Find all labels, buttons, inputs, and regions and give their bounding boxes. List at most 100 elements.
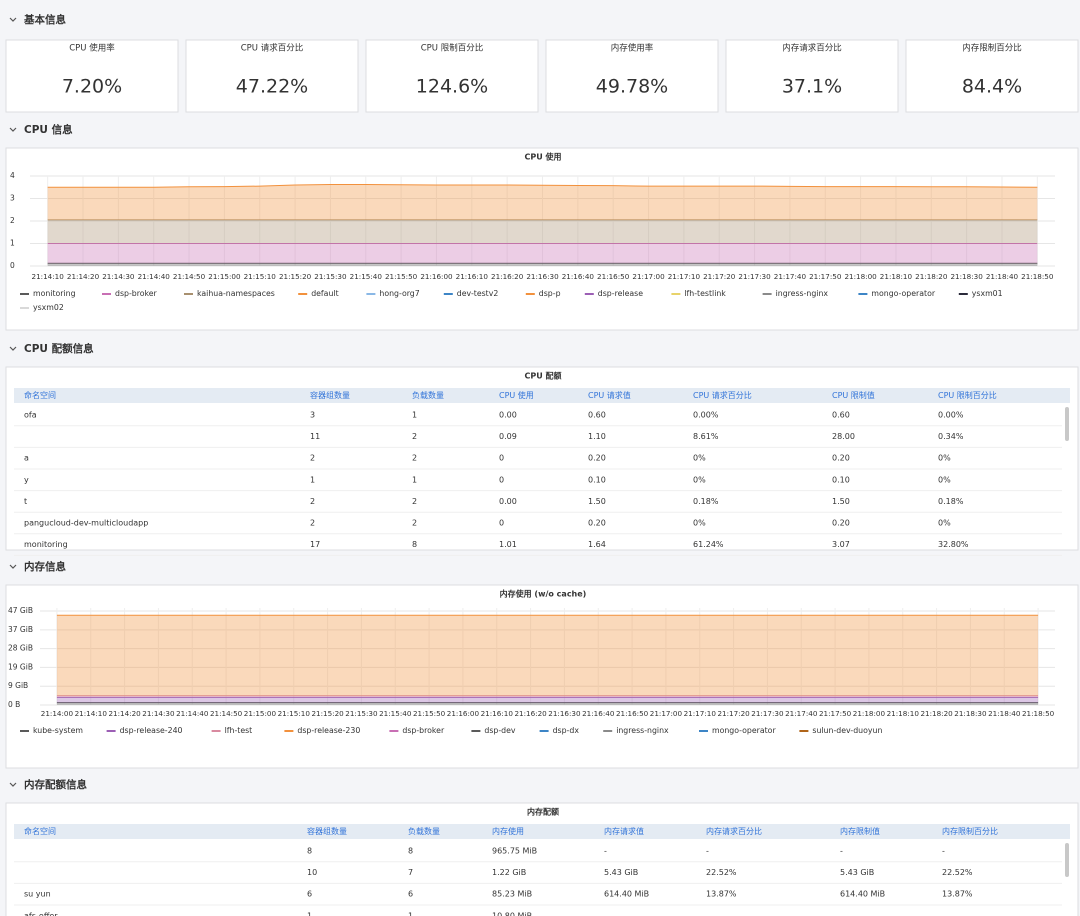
table-title: 内存配额 [527,807,559,817]
x-tick-label: 21:18:40 [986,272,1019,281]
section-title[interactable]: 内存配额信息 [24,778,87,791]
scrollbar[interactable] [1065,843,1069,877]
table-cell: 8.61% [693,432,719,441]
section-title[interactable]: 内存信息 [24,560,66,573]
x-tick-label: 21:17:20 [703,272,736,281]
table-cell: 11 [310,432,320,441]
x-tick-label: 21:15:30 [345,709,378,718]
legend-label[interactable]: dsp-release-240 [120,726,183,735]
section-title[interactable]: 基本信息 [23,13,66,26]
legend-label[interactable]: ingress-nginx [616,726,669,735]
column-header[interactable]: 内存限制百分比 [942,826,998,836]
table-cell: 0% [693,454,706,463]
table-cell: afs-offer [24,911,58,916]
table-cell: y [24,475,29,484]
column-header[interactable]: CPU 限制值 [832,390,875,400]
legend-label[interactable]: dsp-broker [402,726,445,735]
table-cell: 0% [938,454,951,463]
area [47,243,1038,264]
table-cell: 0 [499,454,504,463]
x-tick-label: 21:18:00 [853,709,886,718]
stat-panel [905,39,1079,113]
table-cell: 1 [307,911,312,916]
table-cell: 8 [412,540,417,549]
legend-label[interactable]: default [311,289,338,298]
column-header[interactable]: 容器组数量 [310,390,350,400]
legend-label[interactable]: dsp-broker [115,289,158,298]
legend-label[interactable]: lfh-test [225,726,253,735]
x-tick-label: 21:17:40 [785,709,818,718]
table-cell: - [604,847,607,856]
legend-label[interactable]: hong-org7 [379,289,419,298]
legend-label[interactable]: kube-system [33,726,83,735]
table-cell: monitoring [24,540,68,549]
collapse-chevron[interactable] [9,17,17,22]
legend-label[interactable]: dsp-dx [553,726,580,735]
legend-label[interactable]: ysxm02 [33,303,64,312]
legend-label[interactable]: dsp-p [539,289,561,298]
x-tick-label: 21:17:10 [684,709,717,718]
table-cell: 0.34% [938,432,964,441]
column-header[interactable]: 内存限制值 [840,826,880,836]
stat-value: 47.22% [236,76,308,98]
x-tick-label: 21:18:20 [915,272,948,281]
legend-label[interactable]: ingress-nginx [776,289,829,298]
area [47,263,1038,266]
table-cell: 2 [412,454,417,463]
x-tick-label: 21:14:50 [173,272,206,281]
column-header[interactable]: CPU 请求值 [588,390,631,400]
column-header[interactable]: 负载数量 [408,826,440,836]
legend-label[interactable]: kaihua-namespaces [197,289,275,298]
x-tick-label: 21:17:50 [819,709,852,718]
table-cell: 1.01 [499,540,517,549]
legend-label[interactable]: ysxm01 [972,289,1003,298]
y-tick-label: 3 [10,194,15,203]
column-header[interactable]: CPU 限制百分比 [938,390,997,400]
column-header[interactable]: CPU 使用 [499,390,534,400]
area [56,697,1039,703]
column-header[interactable]: CPU 请求百分比 [693,390,752,400]
legend-label[interactable]: mongo-operator [871,289,935,298]
plot-area [40,608,1055,705]
collapse-chevron[interactable] [9,564,17,569]
x-tick-label: 21:15:50 [385,272,418,281]
stat-title: 内存限制百分比 [962,43,1022,54]
column-header[interactable]: 内存使用 [492,826,524,836]
legend-label[interactable]: dev-testv2 [457,289,499,298]
section-title[interactable]: CPU 信息 [24,123,73,136]
table-cell: 5.43 GiB [604,868,638,877]
scrollbar[interactable] [1065,407,1069,441]
section-title[interactable]: CPU 配额信息 [24,342,94,355]
legend-label[interactable]: dsp-dev [484,726,516,735]
legend-label[interactable]: dsp-release-230 [297,726,360,735]
table-cell: 8 [408,847,413,856]
table-cell: 1 [408,911,413,916]
legend-label[interactable]: monitoring [33,289,76,298]
column-header[interactable]: 命名空间 [24,826,56,836]
legend-label[interactable]: mongo-operator [712,726,776,735]
table-cell: 0.10 [832,475,850,484]
column-header[interactable]: 命名空间 [24,390,56,400]
table-cell: 0.60 [832,411,850,420]
collapse-chevron[interactable] [9,782,17,787]
stat-title: CPU 请求百分比 [241,43,304,54]
table-cell: 2 [310,454,315,463]
y-tick-label: 37 GiB [8,625,33,634]
table-cell: 1.50 [832,497,850,506]
table-cell: - [942,847,945,856]
x-tick-label: 21:14:10 [32,272,65,281]
legend-label[interactable]: lfh-testlink [684,289,726,298]
column-header[interactable]: 内存请求值 [604,826,644,836]
column-header[interactable]: 容器组数量 [307,826,347,836]
stat-value: 37.1% [782,76,842,98]
legend-label[interactable]: dsp-release [598,289,643,298]
legend-label[interactable]: sulun-dev-duoyun [812,726,882,735]
collapse-chevron[interactable] [9,127,17,132]
column-header[interactable]: 内存请求百分比 [706,826,762,836]
collapse-chevron[interactable] [9,346,17,351]
x-tick-label: 21:16:10 [456,272,489,281]
y-tick-label: 0 B [8,700,20,709]
x-tick-label: 21:14:00 [41,709,74,718]
x-tick-label: 21:14:20 [67,272,100,281]
column-header[interactable]: 负载数量 [412,390,444,400]
